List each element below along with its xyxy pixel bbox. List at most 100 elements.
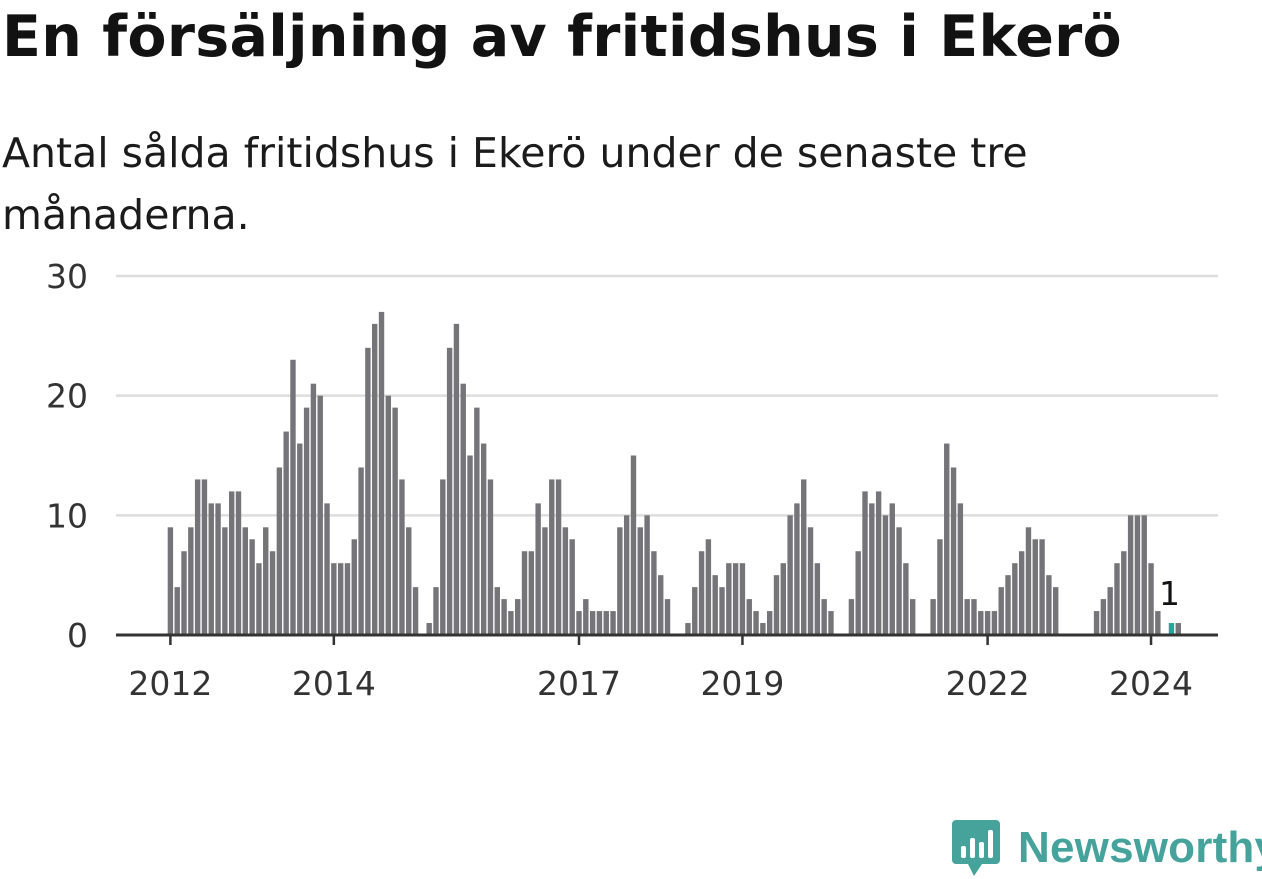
bar <box>1134 515 1141 635</box>
y-tick-label: 20 <box>46 377 88 416</box>
y-axis-ticks: 0 10 20 30 <box>46 257 88 655</box>
bar <box>562 527 569 635</box>
chart-speech-bubble-icon <box>952 820 1000 876</box>
bar <box>406 527 412 635</box>
bar <box>944 443 950 635</box>
x-tick-label: 2017 <box>537 664 621 703</box>
brand-name: Newsworthy <box>1018 823 1262 872</box>
bar <box>583 599 589 635</box>
bar <box>753 611 759 635</box>
bar <box>1032 539 1038 635</box>
bar <box>909 599 916 635</box>
bar <box>889 503 895 635</box>
x-tick-label: 2012 <box>128 664 212 703</box>
bar <box>569 539 575 635</box>
bar <box>957 503 964 635</box>
bar <box>344 563 351 635</box>
bar <box>685 623 691 635</box>
x-tick-label: 2014 <box>292 664 376 703</box>
bar <box>991 611 998 635</box>
bar <box>617 527 623 635</box>
bar <box>814 563 821 635</box>
bar <box>208 503 214 635</box>
bar <box>460 383 466 635</box>
bar <box>705 539 712 635</box>
bar <box>862 491 868 635</box>
bars <box>167 311 1181 635</box>
bar <box>433 587 439 635</box>
bar <box>746 599 752 635</box>
bar <box>1107 587 1113 635</box>
bar <box>719 587 725 635</box>
bar <box>358 467 364 635</box>
bar <box>692 587 698 635</box>
bar <box>1025 527 1032 635</box>
bar <box>474 407 480 635</box>
bar <box>535 503 541 635</box>
bar <box>446 347 453 635</box>
bar <box>637 527 643 635</box>
data-labels: 1 <box>1159 574 1180 613</box>
x-tick-label: 2024 <box>1109 664 1193 703</box>
bar <box>712 575 718 635</box>
bar <box>372 323 378 635</box>
bar <box>766 611 773 635</box>
bar <box>1127 515 1134 635</box>
bar <box>651 551 657 635</box>
bar <box>658 575 664 635</box>
bar <box>487 479 494 635</box>
bar <box>787 515 793 635</box>
bar <box>276 467 283 635</box>
bar <box>392 407 398 635</box>
bar <box>283 431 289 635</box>
bar <box>937 539 943 635</box>
bar <box>480 443 487 635</box>
bar <box>760 623 766 635</box>
bar <box>821 599 827 635</box>
bar <box>855 551 861 635</box>
bar <box>515 599 521 635</box>
bar <box>773 575 780 635</box>
bar <box>508 611 514 635</box>
bar <box>828 611 834 635</box>
bar <box>249 539 255 635</box>
bar <box>882 515 889 635</box>
bar <box>263 527 269 635</box>
bar <box>610 611 616 635</box>
bar <box>623 515 630 635</box>
bar <box>310 383 317 635</box>
bar <box>664 599 671 635</box>
bar <box>978 611 984 635</box>
bar <box>848 599 855 635</box>
y-tick-label: 10 <box>46 496 88 535</box>
bar <box>494 587 500 635</box>
bar <box>501 599 507 635</box>
bar <box>1039 539 1045 635</box>
bar <box>1175 623 1181 635</box>
bar <box>630 455 637 635</box>
bar <box>228 491 235 635</box>
bar <box>930 599 936 635</box>
bar <box>528 551 535 635</box>
chart-title: En försäljning av fritidshus i Ekerö <box>2 4 1123 70</box>
bar <box>385 395 392 635</box>
bar <box>174 587 180 635</box>
x-tick-label: 2019 <box>700 664 784 703</box>
bar <box>1148 563 1154 635</box>
bar <box>589 611 596 635</box>
bar <box>576 611 582 635</box>
bar <box>739 563 746 635</box>
bar <box>467 455 473 635</box>
bar <box>1121 551 1127 635</box>
bar <box>194 479 201 635</box>
bar <box>521 551 528 635</box>
bar <box>998 587 1004 635</box>
bar <box>215 503 221 635</box>
bar <box>542 527 548 635</box>
bar <box>317 395 323 635</box>
bar <box>201 479 208 635</box>
bar <box>603 611 609 635</box>
bar <box>399 479 405 635</box>
bar <box>1100 599 1107 635</box>
